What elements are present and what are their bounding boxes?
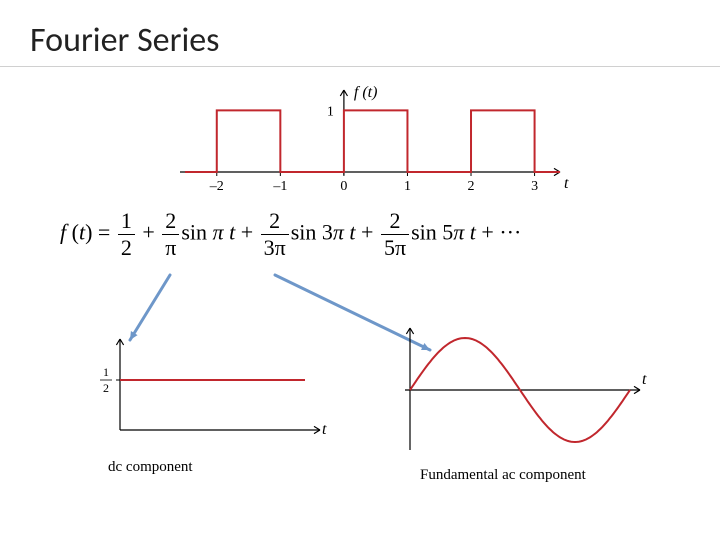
svg-text:3: 3: [531, 179, 538, 194]
svg-text:1: 1: [327, 104, 334, 119]
ac-component-chart: t Fundamental ac component: [380, 320, 660, 500]
title-underline: [0, 66, 720, 67]
fourier-formula: f (t) = 12 + 2πsin π t + 23πsin 3π t + 2…: [60, 210, 660, 259]
svg-text:f (t): f (t): [354, 84, 378, 101]
svg-text:2: 2: [103, 381, 109, 395]
page-title: Fourier Series: [30, 20, 219, 61]
dc-caption: dc component: [108, 459, 340, 476]
svg-text:1: 1: [103, 365, 109, 379]
svg-text:1: 1: [404, 179, 411, 194]
svg-text:2: 2: [468, 179, 475, 194]
svg-text:–1: –1: [272, 179, 287, 194]
svg-text:t: t: [322, 421, 327, 438]
ac-caption: Fundamental ac component: [420, 467, 660, 484]
svg-text:0: 0: [340, 179, 347, 194]
svg-text:t: t: [642, 371, 647, 388]
square-wave-chart: –2 –1 0 1 2 3 1 f (t) t: [150, 80, 580, 200]
svg-text:–2: –2: [209, 179, 224, 194]
dc-component-chart: 1 2 t dc component: [80, 330, 340, 490]
svg-text:t: t: [564, 175, 569, 192]
